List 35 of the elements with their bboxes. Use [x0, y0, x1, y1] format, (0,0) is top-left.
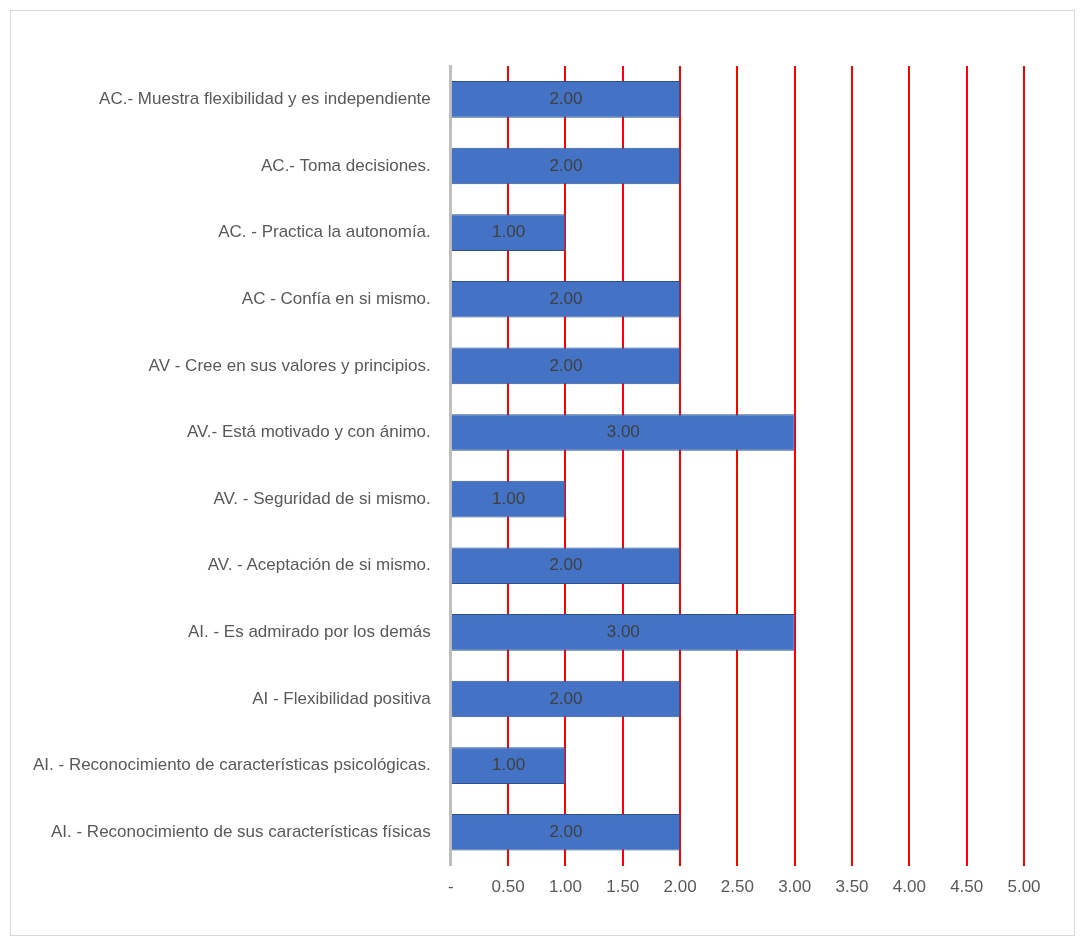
data-label: 2.00	[549, 89, 583, 108]
y-tick-label: AI - Flexibilidad positiva	[252, 688, 432, 708]
y-tick-label: AI. - Es admirado por los demás	[187, 622, 431, 642]
x-tick-label: 3.50	[835, 877, 869, 897]
data-label: 1.00	[492, 755, 526, 775]
x-tick-label: 5.00	[1007, 877, 1041, 897]
y-tick-label: AC.- Toma decisiones.	[261, 155, 431, 175]
data-label: 3.00	[606, 622, 640, 642]
data-label: 2.00	[549, 355, 583, 375]
y-tick-label: AI. - Reconocimiento de sus características físicas	[50, 821, 431, 841]
y-tick-label: AI. - Reconocimiento de características psicológicas.	[32, 755, 431, 775]
x-tick-label: 1.00	[548, 877, 582, 897]
y-tick-label: AC - Confía en si mismo.	[241, 288, 431, 308]
data-label: 2.00	[549, 688, 583, 708]
data-label: 1.00	[492, 222, 526, 242]
y-tick-label: AV. - Aceptación de si mismo.	[207, 555, 431, 575]
y-tick-label: AC.- Muestra flexibilidad y es independiente	[99, 89, 431, 108]
data-label: 2.00	[549, 155, 583, 175]
x-tick-label: 4.00	[892, 877, 926, 897]
x-tick-label: 2.50	[720, 877, 754, 897]
x-tick-label: -	[447, 877, 454, 897]
y-tick-label: AV.- Está motivado y con ánimo.	[186, 422, 431, 442]
x-tick-label: 0.50	[491, 877, 525, 897]
y-tick-label: AC. - Practica la autonomía.	[218, 222, 431, 242]
data-label: 1.00	[492, 488, 526, 508]
x-tick-label: 4.50	[950, 877, 984, 897]
x-tick-label: 1.50	[606, 877, 640, 897]
data-label: 2.00	[549, 288, 583, 308]
y-tick-label: AV. - Seguridad de si mismo.	[213, 488, 431, 508]
data-label: 3.00	[606, 422, 640, 442]
data-label: 2.00	[549, 821, 583, 841]
x-tick-label: 3.00	[778, 877, 812, 897]
y-tick-label: AV - Cree en sus valores y principios.	[148, 355, 431, 375]
x-tick-label: 2.00	[663, 877, 697, 897]
data-label: 2.00	[549, 555, 583, 575]
